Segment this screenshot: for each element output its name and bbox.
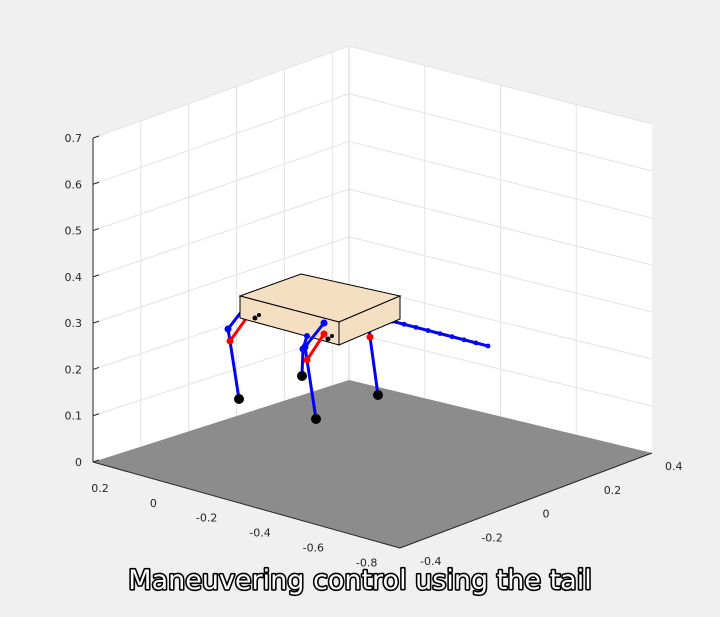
foot-front-right [311, 414, 321, 424]
leg-front-right-upper [303, 322, 326, 348]
z-tick-label: 0.4 [65, 271, 83, 284]
leg-front-left-shin [300, 348, 305, 376]
tail-joint [437, 331, 443, 336]
z-tick-labels: 0 0.1 0.2 0.3 0.4 0.5 0.6 0.7 [65, 132, 100, 469]
ground-plane [93, 380, 652, 548]
x-tick-label: 0.2 [91, 482, 109, 495]
tail-joint [461, 337, 467, 343]
x-tick-label: 0 [150, 497, 157, 510]
leg-rear-left-lower [228, 315, 250, 342]
tail-joint [449, 334, 455, 340]
foot-rear-left [234, 394, 244, 404]
y-tick-label: -0.4 [420, 555, 441, 568]
foot-front-left [297, 371, 307, 381]
z-tick-label: 0.1 [65, 410, 83, 423]
leg-rear-left-shin [228, 340, 241, 400]
x-tick-label: -0.4 [249, 527, 270, 540]
z-tick-label: 0.5 [65, 225, 83, 238]
tail-joint [425, 328, 431, 333]
leg-front-right [301, 319, 328, 424]
tail-joint [485, 343, 491, 349]
y-tick-label: -0.2 [481, 531, 502, 544]
back-left-wall [93, 46, 349, 462]
z-tick-label: 0.2 [65, 363, 83, 376]
y-tick-label: 0 [543, 508, 550, 521]
y-tick-label: 0.2 [604, 484, 622, 497]
tail-joint [473, 340, 479, 346]
leg-front-right-lower [305, 333, 326, 361]
tail-joint [401, 321, 407, 327]
x-tick-labels: 0.2 0 -0.2 -0.4 -0.6 -0.8 [91, 482, 377, 569]
x-tick-label: -0.2 [196, 512, 217, 525]
z-tick-label: 0.3 [65, 317, 83, 330]
grid-lines [92, 45, 653, 447]
body-side [338, 295, 401, 346]
y-tick-labels: -0.4 -0.2 0 0.2 0.4 [420, 460, 683, 568]
y-tick-label: 0.4 [665, 460, 683, 473]
robot-body [238, 273, 402, 346]
leg-front-right-shin [305, 359, 318, 420]
z-tick-label: 0.6 [65, 178, 83, 191]
z-tick-label: 0 [75, 456, 82, 469]
z-tick-label: 0.7 [65, 132, 83, 145]
foot-rear-right [373, 390, 383, 400]
x-tick-label: -0.6 [303, 541, 324, 554]
x-tick-label: -0.8 [356, 556, 377, 569]
y-axis-line [399, 452, 653, 549]
x-axis-line [92, 461, 401, 549]
video-caption: Maneuvering control using the tail [128, 565, 591, 596]
leg-rear-right [366, 319, 383, 400]
tail-joint [413, 325, 419, 330]
